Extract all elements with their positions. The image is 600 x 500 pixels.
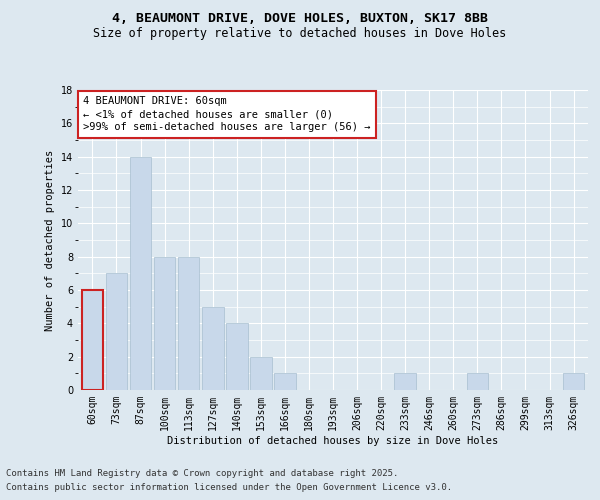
Bar <box>202 306 224 390</box>
Bar <box>106 274 127 390</box>
Bar <box>274 374 296 390</box>
Text: Contains HM Land Registry data © Crown copyright and database right 2025.: Contains HM Land Registry data © Crown c… <box>6 468 398 477</box>
Bar <box>563 374 584 390</box>
Bar <box>226 324 248 390</box>
Text: Size of property relative to detached houses in Dove Holes: Size of property relative to detached ho… <box>94 28 506 40</box>
X-axis label: Distribution of detached houses by size in Dove Holes: Distribution of detached houses by size … <box>167 436 499 446</box>
Bar <box>394 374 416 390</box>
Bar <box>82 290 103 390</box>
Text: 4 BEAUMONT DRIVE: 60sqm
← <1% of detached houses are smaller (0)
>99% of semi-de: 4 BEAUMONT DRIVE: 60sqm ← <1% of detache… <box>83 96 371 132</box>
Bar <box>250 356 272 390</box>
Y-axis label: Number of detached properties: Number of detached properties <box>45 150 55 330</box>
Bar <box>467 374 488 390</box>
Bar <box>178 256 199 390</box>
Bar <box>154 256 175 390</box>
Text: Contains public sector information licensed under the Open Government Licence v3: Contains public sector information licen… <box>6 484 452 492</box>
Bar <box>130 156 151 390</box>
Text: 4, BEAUMONT DRIVE, DOVE HOLES, BUXTON, SK17 8BB: 4, BEAUMONT DRIVE, DOVE HOLES, BUXTON, S… <box>112 12 488 26</box>
